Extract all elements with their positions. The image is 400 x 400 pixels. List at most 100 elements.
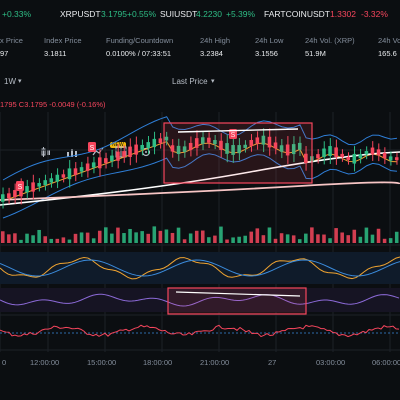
candle [37,182,41,187]
candle [122,151,126,157]
ohlc-legend: 1795 C3.1795 -0.0049 (-0.16%) [0,100,106,109]
volume-bar [237,236,241,243]
candle [267,136,272,148]
volume-bar [79,232,84,243]
layout-icon[interactable] [115,146,127,158]
candle [91,162,96,168]
candle [128,146,132,158]
candle [158,138,163,144]
volume-bar [364,227,369,243]
interval-selector[interactable]: 1W [4,77,16,86]
time-axis-label: 0 [2,358,7,367]
volume-bar [31,235,35,243]
volume-bar [134,232,138,243]
time-axis-label: 12:00:00 [30,358,60,367]
ticker-strip: +0.33% XRPUSDT 3.1795 +0.55% SUIUSDT 4.2… [0,0,400,28]
ticker-item-sui-symbol[interactable]: SUIUSDT [160,9,198,19]
candle [340,153,344,158]
volume-bar [358,236,363,243]
volume-bar [225,239,229,243]
volume-bar [316,234,320,243]
volume-bar [49,238,54,243]
candle [164,136,169,141]
ticker-item-1-change[interactable]: +0.33% [2,9,32,19]
volume-bar [188,233,193,243]
chart-type-icon[interactable] [66,146,78,158]
candle [316,154,320,159]
chevron-down-icon[interactable]: ▾ [211,78,215,85]
candle [152,138,157,148]
volume-bar [243,235,247,243]
candle [201,137,205,144]
volume-bar [370,234,375,243]
candle [1,194,5,202]
annotation-layer [163,122,313,315]
oscillator-2-band [0,288,400,312]
candle [116,151,120,161]
index-price-value: 3.1811 [44,49,67,58]
volume-bar [25,233,29,243]
candle [194,138,199,148]
ticker-item-sui-change: +5.39% [226,9,256,19]
volume-bar [73,233,78,243]
time-axis-label: 18:00:00 [143,358,173,367]
candle [352,153,357,164]
candle [364,151,369,155]
time-axis: 0 12:00:00 15:00:00 18:00:00 21:00:00 27… [0,356,400,370]
long-ma-pink [0,181,400,201]
volume-bar [267,227,272,243]
funding-value: 0.0100% / 07:33:51 [106,49,172,58]
candle [61,174,66,178]
oscillator-1-signal [0,259,400,277]
chevron-down-icon[interactable]: ▾ [18,78,22,85]
oscillator-1-line [0,256,400,280]
signal-marker-label: S [18,184,23,191]
volume-bar [55,238,60,243]
candle [255,137,260,144]
candle [291,144,296,155]
candle [182,146,187,152]
volume-bar [7,234,11,243]
volume-bar [207,237,211,243]
volume-bar [164,229,169,243]
candle [213,140,217,145]
volume-bar [201,230,205,243]
volume-bar [37,229,41,243]
market-stats-bar: x Price 97 Index Price 3.1811 Funding/Co… [0,28,400,64]
candle [279,145,284,152]
volume-bar [285,234,290,243]
candle [376,149,381,156]
volume-bar [249,231,254,243]
volume-bar [352,229,357,243]
volume-bar [388,238,393,243]
ticker-item-xrp-symbol[interactable]: XRPUSDT [60,9,101,19]
candle [382,152,387,159]
high-24h-label: 24h High [200,36,231,45]
candle [225,143,229,154]
turnover-24h-value: 165.6 [378,49,397,58]
volume-bar [328,238,332,243]
high-24h-value: 3.2384 [200,49,223,58]
volume-bar [394,231,399,243]
volume-bar [310,227,314,243]
candle [207,137,211,143]
index-price-label: Index Price [44,36,82,45]
volume-24h-label: 24h Vol. (XRP) [305,36,355,45]
price-mode-selector[interactable]: Last Price [172,77,208,86]
candle [243,144,247,148]
volume-bar [273,238,278,243]
turnover-24h-label: 24h Vo [378,36,400,45]
signal-marker-label: S [90,145,95,152]
ohlc-change: -0.0049 (-0.16%) [49,100,106,109]
volume-bar [279,233,284,243]
candle [140,144,144,150]
candle [25,186,29,193]
ticker-item-fartcoin-symbol[interactable]: FARTCOINUSDT [264,9,330,19]
candle [134,144,138,155]
time-axis-label: 03:00:00 [316,358,346,367]
candle [370,147,375,155]
volume-bar [291,235,296,243]
volume-bar [110,233,114,243]
time-axis-label: 27 [268,358,277,367]
